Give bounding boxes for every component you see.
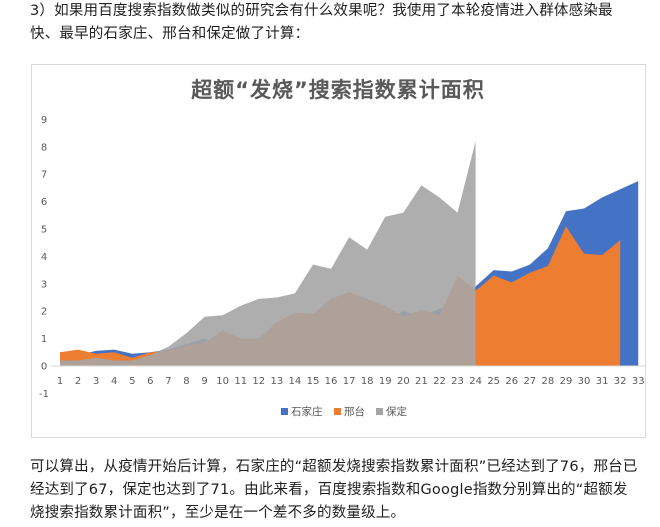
x-tick-label: 23 xyxy=(451,376,464,387)
x-tick-label: 26 xyxy=(505,376,518,387)
y-tick-label: 8 xyxy=(41,142,47,153)
x-tick-label: 11 xyxy=(234,376,247,387)
legend-label: 邢台 xyxy=(344,405,365,418)
x-tick-label: 24 xyxy=(469,376,482,387)
x-tick-label: 19 xyxy=(379,376,392,387)
x-tick-label: 30 xyxy=(578,376,591,387)
legend-item: 保定 xyxy=(376,405,407,418)
x-tick-label: 1 xyxy=(57,376,63,387)
x-tick-label: 21 xyxy=(415,376,428,387)
x-tick-label: 28 xyxy=(542,376,555,387)
x-tick-label: 29 xyxy=(560,376,573,387)
y-tick-label: 5 xyxy=(41,225,47,236)
x-tick-label: 22 xyxy=(433,376,446,387)
x-tick-label: 14 xyxy=(289,376,302,387)
series-area-3 xyxy=(60,141,476,366)
x-tick-label: 7 xyxy=(165,376,171,387)
x-tick-label: 16 xyxy=(325,376,338,387)
y-tick-label: 1 xyxy=(41,334,47,345)
x-tick-label: 6 xyxy=(147,376,153,387)
y-tick-label: 7 xyxy=(41,170,47,181)
y-tick-label: 4 xyxy=(41,252,47,263)
legend-label: 保定 xyxy=(386,405,407,418)
x-tick-label: 31 xyxy=(596,376,609,387)
x-tick-label: 15 xyxy=(307,376,320,387)
chart-title: 超额“发烧”搜索指数累计面积 xyxy=(191,78,485,102)
x-tick-label: 4 xyxy=(111,376,117,387)
x-tick-label: 32 xyxy=(614,376,627,387)
x-tick-label: 3 xyxy=(93,376,99,387)
intro-paragraph: 3）如果用百度搜索指数做类似的研究会有什么效果呢？我使用了本轮疫情进入群体感染最… xyxy=(30,3,613,42)
x-tick-label: 27 xyxy=(523,376,536,387)
chart-container: 超额“发烧”搜索指数累计面积 -1 0 1 2 3 4 5 6 7 8 9 1 2 3 4 5 6 7 8 9 10 11… xyxy=(31,64,646,438)
x-tick-label: 20 xyxy=(397,376,410,387)
x-tick-label: 12 xyxy=(252,376,265,387)
legend-item: 邢台 xyxy=(334,405,365,418)
x-tick-label: 17 xyxy=(343,376,356,387)
y-tick-label: 3 xyxy=(41,279,47,290)
legend-label: 石家庄 xyxy=(291,405,323,418)
x-tick-label: 5 xyxy=(129,376,135,387)
legend-swatch xyxy=(334,408,341,415)
x-tick-label: 18 xyxy=(361,376,374,387)
x-tick-label: 25 xyxy=(487,376,500,387)
legend-swatch xyxy=(376,408,383,415)
legend-swatch xyxy=(281,408,288,415)
y-tick-label: 9 xyxy=(41,115,47,126)
x-tick-label: 33 xyxy=(632,376,645,387)
x-tick-label: 9 xyxy=(201,376,207,387)
x-tick-label: 2 xyxy=(75,376,81,387)
y-tick-label: -1 xyxy=(39,389,49,400)
x-tick-label: 10 xyxy=(216,376,229,387)
x-tick-label: 8 xyxy=(183,376,189,387)
conclusion-paragraph: 可以算出，从疫情开始后计算，石家庄的“超额发烧搜索指数累计面积”已经达到了76，… xyxy=(30,459,638,521)
legend-item: 石家庄 xyxy=(281,405,323,418)
y-tick-label: 0 xyxy=(41,362,47,373)
y-tick-label: 6 xyxy=(41,197,47,208)
y-tick-label: 2 xyxy=(41,307,47,318)
x-tick-label: 13 xyxy=(270,376,283,387)
